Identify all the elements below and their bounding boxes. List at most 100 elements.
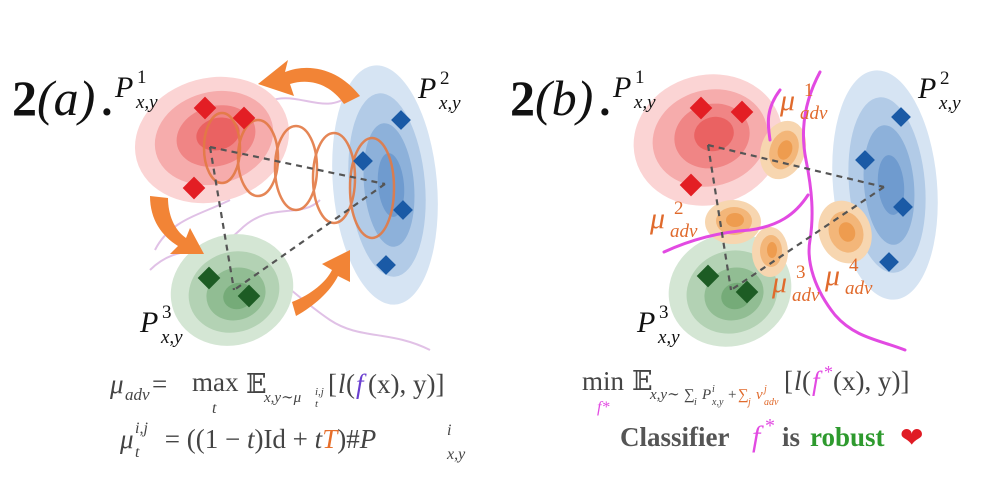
heart-icon: ❤ — [900, 422, 923, 453]
svg-text:x,y∼μ: x,y∼μ — [263, 390, 302, 406]
svg-text:i: i — [712, 384, 715, 395]
svg-text:x,y: x,y — [135, 92, 158, 113]
svg-text:P: P — [701, 387, 711, 403]
svg-text:𝔼: 𝔼 — [246, 369, 267, 399]
arrow-red-to-green — [150, 196, 204, 254]
svg-text:ν: ν — [756, 387, 763, 403]
panel-b-caption: Classifier f * is robust ❤ — [620, 415, 923, 453]
svg-text:adv: adv — [845, 278, 873, 299]
panel-b-decision-boundary — [662, 70, 907, 352]
svg-text:μ: μ — [119, 424, 134, 454]
svg-text:=: = — [152, 369, 167, 399]
svg-text:μ: μ — [824, 259, 840, 292]
svg-text:3: 3 — [162, 302, 172, 323]
panel-b-label: 2(b). — [510, 70, 610, 126]
panel-a-label-p2: P 2 x,y — [417, 68, 461, 114]
panel-b: 2(b). P 1 x,y P 2 x,y P 3 x,y μ 1 adv μ … — [510, 67, 961, 453]
svg-text:is: is — [782, 422, 800, 452]
svg-text:∑: ∑ — [738, 387, 749, 403]
panel-a-arrows — [150, 60, 360, 316]
svg-text:adv: adv — [800, 103, 828, 124]
arrow-blue-to-red — [258, 60, 360, 104]
svg-text:x,y: x,y — [446, 446, 466, 463]
svg-text:Classifier: Classifier — [620, 422, 729, 452]
svg-text:(x), y)]: (x), y)] — [368, 369, 444, 399]
svg-text:adv: adv — [764, 397, 779, 408]
svg-text:t: t — [212, 400, 217, 417]
svg-text:2: 2 — [440, 68, 450, 89]
panel-b-label-adv2: μ 2 adv — [649, 198, 698, 242]
svg-text:max: max — [192, 367, 239, 397]
svg-text:x,y: x,y — [160, 327, 183, 348]
panel-a-dashed-triangle — [208, 145, 386, 291]
svg-text:+: + — [728, 387, 736, 403]
svg-text:𝔼: 𝔼 — [632, 366, 653, 396]
svg-text:adv: adv — [792, 285, 820, 306]
adv-blob-2 — [705, 200, 761, 244]
svg-text:3: 3 — [659, 302, 669, 323]
panel-a-blue-points — [353, 110, 413, 275]
svg-text:j: j — [746, 397, 751, 408]
panel-a-equation-1: μ adv = max t 𝔼 x,y∼μ t i,j [ l ( f (x),… — [109, 367, 444, 417]
panel-a: 2(a). P 1 x,y P 2 x,y P 3 x,y μ adv = ma… — [12, 60, 466, 463]
svg-text:f: f — [752, 420, 764, 453]
svg-text:P: P — [636, 306, 655, 339]
svg-text:f*: f* — [597, 399, 609, 416]
svg-text:P: P — [612, 71, 631, 104]
panel-b-label-p1: P 1 x,y — [612, 67, 656, 113]
panel-b-dashed-triangle — [706, 143, 885, 291]
svg-text:l: l — [794, 366, 802, 396]
svg-text:x,y: x,y — [711, 397, 724, 408]
svg-text:i,j: i,j — [135, 420, 148, 437]
svg-text:i: i — [694, 397, 697, 408]
svg-text:[: [ — [328, 369, 337, 399]
panel-b-adversarial-blobs — [705, 120, 872, 277]
svg-text:min: min — [582, 366, 625, 396]
svg-text:x,y: x,y — [438, 93, 461, 114]
svg-text:[: [ — [784, 366, 793, 396]
svg-text:= ((1 − t)Id + tT)#P: = ((1 − t)Id + tT)#P — [158, 424, 376, 454]
svg-text:*: * — [765, 415, 775, 437]
svg-text:1: 1 — [137, 67, 147, 88]
panel-a-label: 2(a). — [12, 70, 112, 126]
panel-a-label-p3: P 3 x,y — [139, 302, 183, 348]
svg-text:t: t — [135, 444, 140, 461]
panel-a-equation-2: μ t i,j = ((1 − t)Id + tT)#P x,y i — [119, 420, 466, 463]
svg-text:1: 1 — [635, 67, 645, 88]
panel-a-label-p1: P 1 x,y — [114, 67, 158, 113]
svg-text:μ: μ — [771, 266, 787, 299]
panel-b-label-p3: P 3 x,y — [636, 302, 680, 348]
svg-text:μ: μ — [649, 202, 665, 235]
svg-text:x,y: x,y — [633, 92, 656, 113]
panel-b-equation: min f* 𝔼 x,y∼ ∑ i P x,y i + ∑ j ν adv j … — [582, 362, 909, 416]
svg-text:P: P — [114, 71, 133, 104]
panel-b-label-p2: P 2 x,y — [917, 68, 961, 114]
svg-text:adv: adv — [670, 221, 698, 242]
svg-text:μ: μ — [109, 369, 124, 399]
svg-text:P: P — [917, 72, 936, 105]
panel-b-label-adv3: μ 3 adv — [771, 262, 820, 306]
svg-text:adv: adv — [125, 385, 150, 404]
arrow-green-to-blue — [292, 250, 350, 316]
svg-text:4: 4 — [849, 255, 859, 276]
svg-text:2: 2 — [940, 68, 950, 89]
svg-text:i: i — [447, 422, 451, 439]
svg-text:P: P — [139, 306, 158, 339]
adv-blob-4 — [818, 200, 872, 264]
svg-text:x,y: x,y — [938, 93, 961, 114]
panel-b-label-adv4: μ 4 adv — [824, 255, 873, 299]
svg-text:(: ( — [802, 366, 811, 396]
svg-text:μ: μ — [779, 84, 795, 117]
adv-blob-3 — [752, 227, 788, 277]
svg-text:3: 3 — [796, 262, 806, 283]
panel-a-green-distribution — [170, 234, 294, 346]
panel-b-label-adv1: μ 1 adv — [779, 80, 828, 124]
svg-text:f: f — [356, 369, 367, 399]
svg-text:(x), y)]: (x), y)] — [833, 366, 909, 396]
svg-text:j: j — [762, 384, 767, 395]
svg-text:l: l — [338, 369, 346, 399]
svg-text:*: * — [824, 362, 833, 382]
panel-a-transport-spiral — [202, 111, 396, 240]
svg-text:i,j: i,j — [315, 386, 324, 398]
